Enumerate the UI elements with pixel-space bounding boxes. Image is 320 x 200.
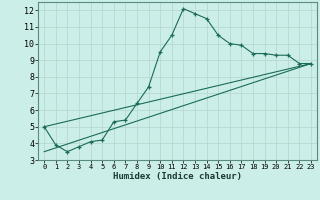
X-axis label: Humidex (Indice chaleur): Humidex (Indice chaleur) [113, 172, 242, 181]
